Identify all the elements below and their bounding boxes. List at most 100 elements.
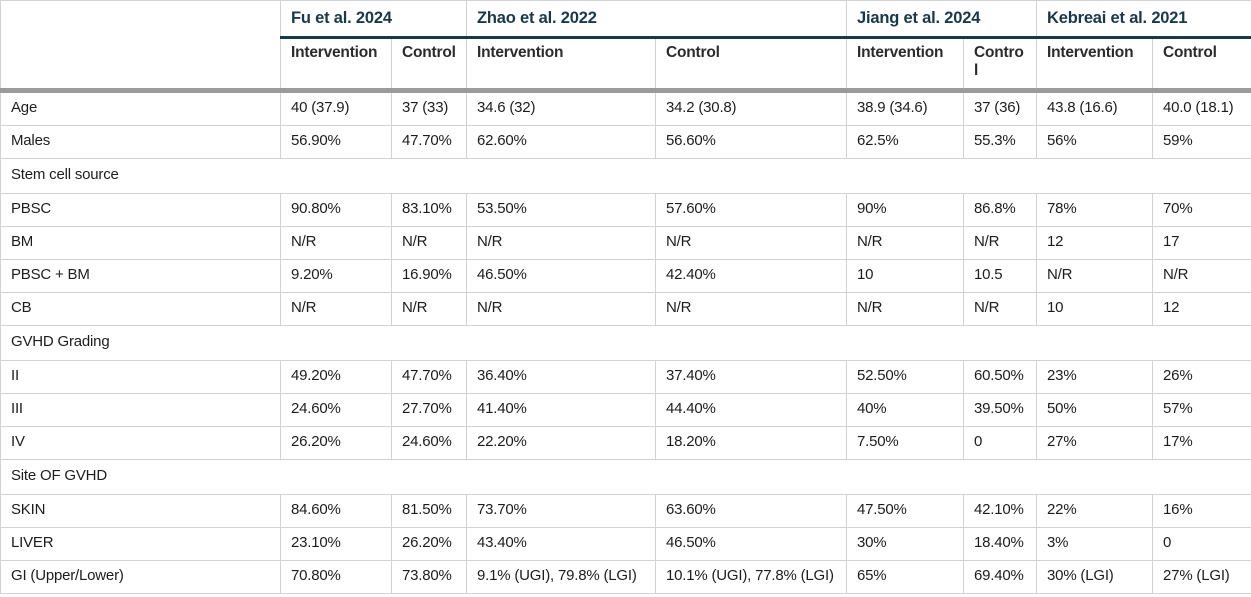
cell-value: N/R — [654, 291, 848, 326]
study-header-kebreai: Kebreai et al. 2021 — [1036, 0, 1251, 39]
cell-value: 90% — [846, 192, 965, 227]
subheader-control: Control — [963, 36, 1038, 91]
subheader-intervention: Intervention — [280, 36, 392, 91]
cell-value: 70.80% — [280, 559, 392, 594]
cell-value: 81.50% — [391, 493, 467, 528]
row-label: PBSC — [0, 192, 281, 227]
cell-value: 22% — [1036, 493, 1154, 528]
table-row: BM N/R N/R N/R N/R N/R N/R 12 17 — [0, 225, 1251, 260]
table-row: PBSC 90.80% 83.10% 53.50% 57.60% 90% 86.8% 78% 7… — [0, 192, 1251, 227]
cell-value: 86.8% — [963, 192, 1038, 227]
row-label: Males — [0, 124, 281, 159]
cell-value: 83.10% — [391, 192, 467, 227]
table-row: PBSC + BM 9.20% 16.90% 46.50% 42.40% 10 10.5 N/… — [0, 258, 1251, 293]
cell-value: N/R — [1152, 258, 1251, 293]
cell-value: 56.90% — [280, 124, 392, 159]
table-body: Age 40 (37.9) 37 (33) 34.6 (32) 34.2 (30.8) 3… — [0, 87, 1251, 594]
cell-value: 70% — [1152, 192, 1251, 227]
study-header-zhao: Zhao et al. 2022 — [465, 0, 848, 39]
cell-value: 23.10% — [280, 526, 392, 561]
table-header: Fu et al. 2024 Zhao et al. 2022 Jiang et… — [0, 0, 1251, 91]
cell-value: 36.40% — [466, 359, 656, 394]
row-label: III — [0, 392, 281, 427]
cell-value: 7.50% — [846, 425, 965, 460]
cell-value: 26% — [1152, 359, 1251, 394]
cell-value: 39.50% — [963, 392, 1038, 427]
cell-value: 63.60% — [654, 493, 848, 528]
cell-value: 38.9 (34.6) — [846, 87, 965, 126]
cell-value: N/R — [466, 225, 656, 260]
cell-value: 60.50% — [963, 359, 1038, 394]
row-label: LIVER — [0, 526, 281, 561]
cell-value: N/R — [963, 291, 1038, 326]
table-row: GI (Upper/Lower) 70.80% 73.80% 9.1% (UGI), … — [0, 559, 1251, 594]
cell-value: 43.8 (16.6) — [1036, 87, 1154, 126]
cell-value: 22.20% — [466, 425, 656, 460]
cell-value: 65% — [846, 559, 965, 594]
cell-value: 12 — [1152, 291, 1251, 326]
cell-value: 59% — [1152, 124, 1251, 159]
cell-value: 53.50% — [466, 192, 656, 227]
corner-empty-cell — [0, 0, 281, 91]
cell-value: 10.1% (UGI), 77.8% (LGI) — [654, 559, 848, 594]
cell-value: 47.50% — [846, 493, 965, 528]
cell-value: 40% — [846, 392, 965, 427]
cell-value: 27% (LGI) — [1152, 559, 1251, 594]
cell-value: 26.20% — [391, 526, 467, 561]
row-label: GVHD Grading — [0, 324, 1251, 361]
cell-value: 12 — [1036, 225, 1154, 260]
subheader-control: Control — [1152, 36, 1251, 91]
subheader-intervention: Intervention — [846, 36, 965, 91]
cell-value: 46.50% — [654, 526, 848, 561]
row-label: Site OF GVHD — [0, 458, 1251, 495]
cell-value: 49.20% — [280, 359, 392, 394]
cell-value: N/R — [466, 291, 656, 326]
cell-value: 37.40% — [654, 359, 848, 394]
cell-value: 57% — [1152, 392, 1251, 427]
row-label: Age — [0, 87, 281, 126]
cell-value: 37 (36) — [963, 87, 1038, 126]
table-row: CB N/R N/R N/R N/R N/R N/R 10 12 — [0, 291, 1251, 326]
table-row: Age 40 (37.9) 37 (33) 34.6 (32) 34.2 (30.8) 3… — [0, 87, 1251, 126]
subheader-control: Control — [654, 36, 848, 91]
cell-value: 17 — [1152, 225, 1251, 260]
subheader-intervention: Intervention — [466, 36, 656, 91]
table-row: LIVER 23.10% 26.20% 43.40% 46.50% 30% 18.40% 3%… — [0, 526, 1251, 561]
row-label: Stem cell source — [0, 157, 1251, 194]
table-row: SKIN 84.60% 81.50% 73.70% 63.60% 47.50% 42.10%… — [0, 493, 1251, 528]
cell-value: 10 — [1036, 291, 1154, 326]
cell-value: 52.50% — [846, 359, 965, 394]
section-row: Site OF GVHD — [0, 458, 1251, 495]
cell-value: 18.40% — [963, 526, 1038, 561]
study-header-jiang: Jiang et al. 2024 — [846, 0, 1038, 39]
cell-value: N/R — [846, 291, 965, 326]
cell-value: 40.0 (18.1) — [1152, 87, 1251, 126]
cell-value: N/R — [280, 291, 392, 326]
cell-value: 16.90% — [391, 258, 467, 293]
cell-value: 47.70% — [391, 359, 467, 394]
arm-subheader-row: Intervention Control Intervention Contro… — [1, 36, 1251, 91]
cell-value: 46.50% — [466, 258, 656, 293]
cell-value: N/R — [654, 225, 848, 260]
study-name-row: Fu et al. 2024 Zhao et al. 2022 Jiang et… — [0, 0, 1251, 91]
table-row: Males 56.90% 47.70% 62.60% 56.60% 62.5% 55.3% 5… — [0, 124, 1251, 159]
table-row: IV 26.20% 24.60% 22.20% 18.20% 7.50% 0 27% 17% — [0, 425, 1251, 460]
subheader-intervention: Intervention — [1036, 36, 1154, 91]
cell-value: 10 — [846, 258, 965, 293]
cell-value: 18.20% — [654, 425, 848, 460]
section-row: GVHD Grading — [0, 324, 1251, 361]
cell-value: N/R — [391, 225, 467, 260]
cell-value: 42.40% — [654, 258, 848, 293]
study-header-fu: Fu et al. 2024 — [280, 0, 467, 39]
cell-value: 10.5 — [963, 258, 1038, 293]
cell-value: 9.1% (UGI), 79.8% (LGI) — [466, 559, 656, 594]
table-row: III 24.60% 27.70% 41.40% 44.40% 40% 39.50% 50% 5… — [0, 392, 1251, 427]
cell-value: 30% (LGI) — [1036, 559, 1154, 594]
cell-value: 69.40% — [963, 559, 1038, 594]
cell-value: 17% — [1152, 425, 1251, 460]
cell-value: 73.70% — [466, 493, 656, 528]
cell-value: 16% — [1152, 493, 1251, 528]
cell-value: 90.80% — [280, 192, 392, 227]
cell-value: N/R — [391, 291, 467, 326]
